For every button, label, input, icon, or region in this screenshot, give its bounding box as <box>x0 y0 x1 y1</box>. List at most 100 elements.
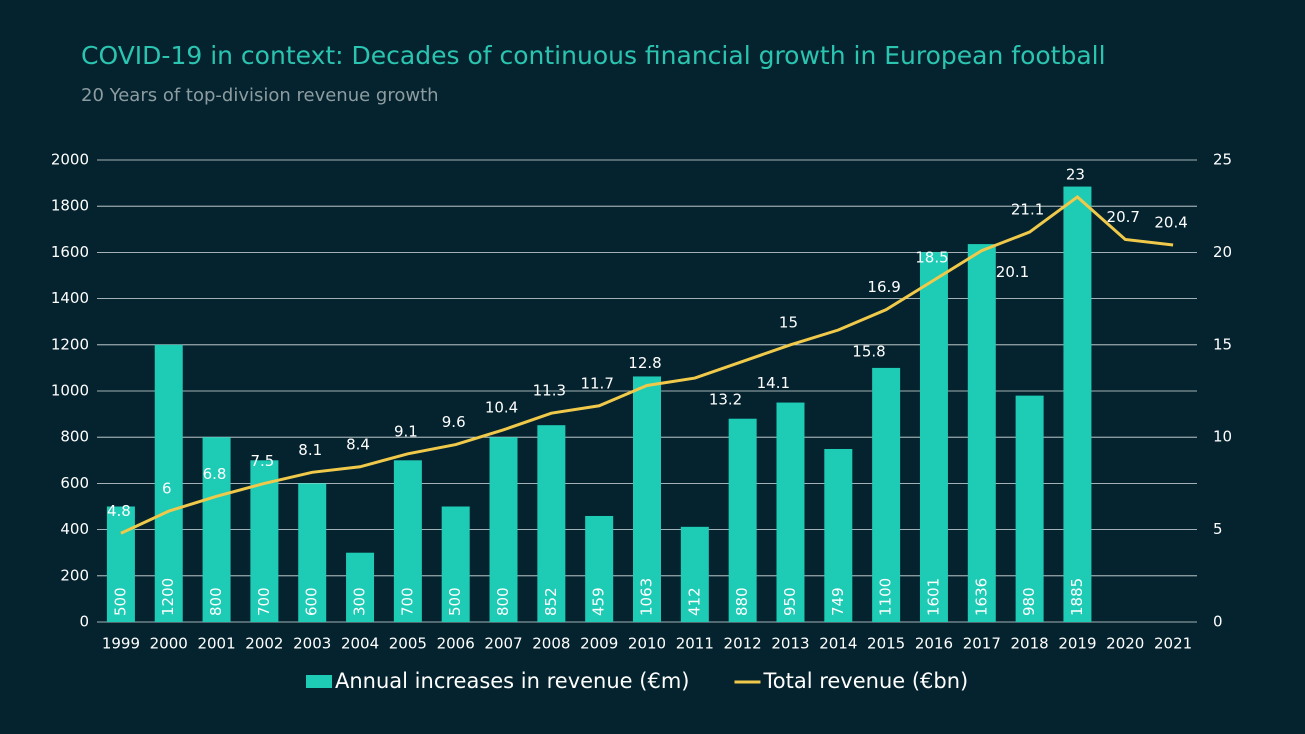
y2-tick-label: 10 <box>1213 428 1232 446</box>
bar <box>919 252 948 622</box>
bar <box>393 460 422 622</box>
legend-label: Total revenue (€bn) <box>762 669 968 693</box>
bar-value-label: 500 <box>111 587 129 616</box>
y2-tick-label: 5 <box>1213 520 1223 538</box>
x-tick-label: 2002 <box>245 635 283 653</box>
x-tick-label: 2019 <box>1058 635 1096 653</box>
bar-value-label: 700 <box>398 587 416 616</box>
bar-value-label: 1200 <box>159 578 177 616</box>
x-tick-label: 2007 <box>484 635 522 653</box>
line-value-label: 23 <box>1066 165 1085 183</box>
line-value-label: 20.4 <box>1154 214 1187 232</box>
bar <box>298 483 327 622</box>
line-value-label: 6.8 <box>203 465 227 483</box>
line-value-label: 20.7 <box>1107 208 1140 226</box>
line-value-label: 16.9 <box>867 278 900 296</box>
y-tick-label: 800 <box>60 428 89 446</box>
chart-subtitle: 20 Years of top-division revenue growth <box>81 85 439 106</box>
x-tick-label: 2008 <box>532 635 570 653</box>
y2-tick-label: 15 <box>1213 335 1232 353</box>
bar <box>680 526 709 622</box>
bar <box>872 367 901 622</box>
x-tick-label: 2020 <box>1106 635 1144 653</box>
bar-value-label: 1100 <box>877 578 895 616</box>
bar-value-label: 980 <box>1020 587 1038 616</box>
bar-value-label: 1636 <box>972 578 990 616</box>
line-value-label: 4.8 <box>107 502 131 520</box>
line-value-label: 10.4 <box>485 398 518 416</box>
bar <box>537 425 566 622</box>
line-value-label: 9.1 <box>394 422 418 440</box>
bar <box>633 376 661 622</box>
line-value-label: 12.8 <box>628 354 661 372</box>
x-tick-label: 2006 <box>437 635 475 653</box>
y-tick-label: 1600 <box>51 243 89 261</box>
line-value-label: 21.1 <box>1011 201 1044 219</box>
y-tick-label: 1400 <box>51 289 89 307</box>
bar <box>585 515 614 622</box>
bar-value-label: 749 <box>829 587 847 616</box>
x-tick-label: 2017 <box>963 635 1001 653</box>
bar <box>441 506 470 622</box>
line-value-label: 14.1 <box>757 374 790 392</box>
x-tick-label: 2005 <box>389 635 427 653</box>
line-value-label: 8.1 <box>298 441 322 459</box>
legend-swatch <box>306 675 332 688</box>
bar-value-label: 600 <box>303 587 321 616</box>
y-tick-label: 0 <box>79 613 89 631</box>
bar <box>1063 186 1092 622</box>
line-value-label: 20.1 <box>996 263 1029 281</box>
bar <box>202 437 231 622</box>
x-tick-label: 2010 <box>628 635 666 653</box>
x-tick-label: 2016 <box>915 635 953 653</box>
bar <box>346 552 375 622</box>
bar <box>967 244 996 623</box>
y-tick-label: 1800 <box>51 197 89 215</box>
line <box>120 195 1174 535</box>
x-tick-label: 2004 <box>341 635 379 653</box>
line-value-label: 15.8 <box>852 343 885 361</box>
line-value-label: 13.2 <box>709 391 742 409</box>
y2-tick-label: 20 <box>1213 243 1232 261</box>
bar-value-label: 880 <box>733 587 751 616</box>
y2-tick-label: 0 <box>1213 613 1223 631</box>
x-tick-label: 2018 <box>1011 635 1049 653</box>
bar-value-label: 412 <box>685 587 703 616</box>
bar-value-label: 459 <box>590 587 608 616</box>
x-tick-label: 2000 <box>150 635 188 653</box>
bar <box>154 344 183 622</box>
line-value-label: 11.7 <box>580 374 613 392</box>
bar-value-label: 1063 <box>638 578 656 616</box>
x-tick-label: 2003 <box>293 635 331 653</box>
y-tick-label: 400 <box>60 520 89 538</box>
y-tick-label: 1000 <box>51 382 89 400</box>
y-tick-label: 1200 <box>51 335 89 353</box>
legend-label: Annual increases in revenue (€m) <box>335 669 689 693</box>
bar <box>728 418 757 622</box>
x-tick-label: 2009 <box>580 635 618 653</box>
x-tick-label: 2001 <box>197 635 235 653</box>
bar <box>1015 395 1044 622</box>
x-tick-label: 1999 <box>102 635 140 653</box>
y-tick-label: 600 <box>60 474 89 492</box>
line-value-label: 18.5 <box>915 249 948 267</box>
bar-value-label: 1601 <box>924 578 942 616</box>
x-tick-label: 2013 <box>771 635 809 653</box>
x-tick-label: 2014 <box>819 635 857 653</box>
line-value-label: 9.6 <box>442 413 466 431</box>
y2-tick-label: 25 <box>1213 151 1232 169</box>
chart-title: COVID-19 in context: Decades of continuo… <box>81 41 1106 70</box>
y-tick-label: 2000 <box>51 151 89 169</box>
x-tick-label: 2021 <box>1154 635 1192 653</box>
x-tick-label: 2012 <box>724 635 762 653</box>
x-tick-label: 2015 <box>867 635 905 653</box>
bar <box>106 506 135 622</box>
bar-value-label: 800 <box>494 587 512 616</box>
y-tick-label: 200 <box>60 566 89 584</box>
line-value-label: 8.4 <box>346 435 370 453</box>
bar <box>489 437 518 622</box>
line-value-label: 6 <box>162 480 172 498</box>
bar-value-label: 852 <box>542 587 560 616</box>
